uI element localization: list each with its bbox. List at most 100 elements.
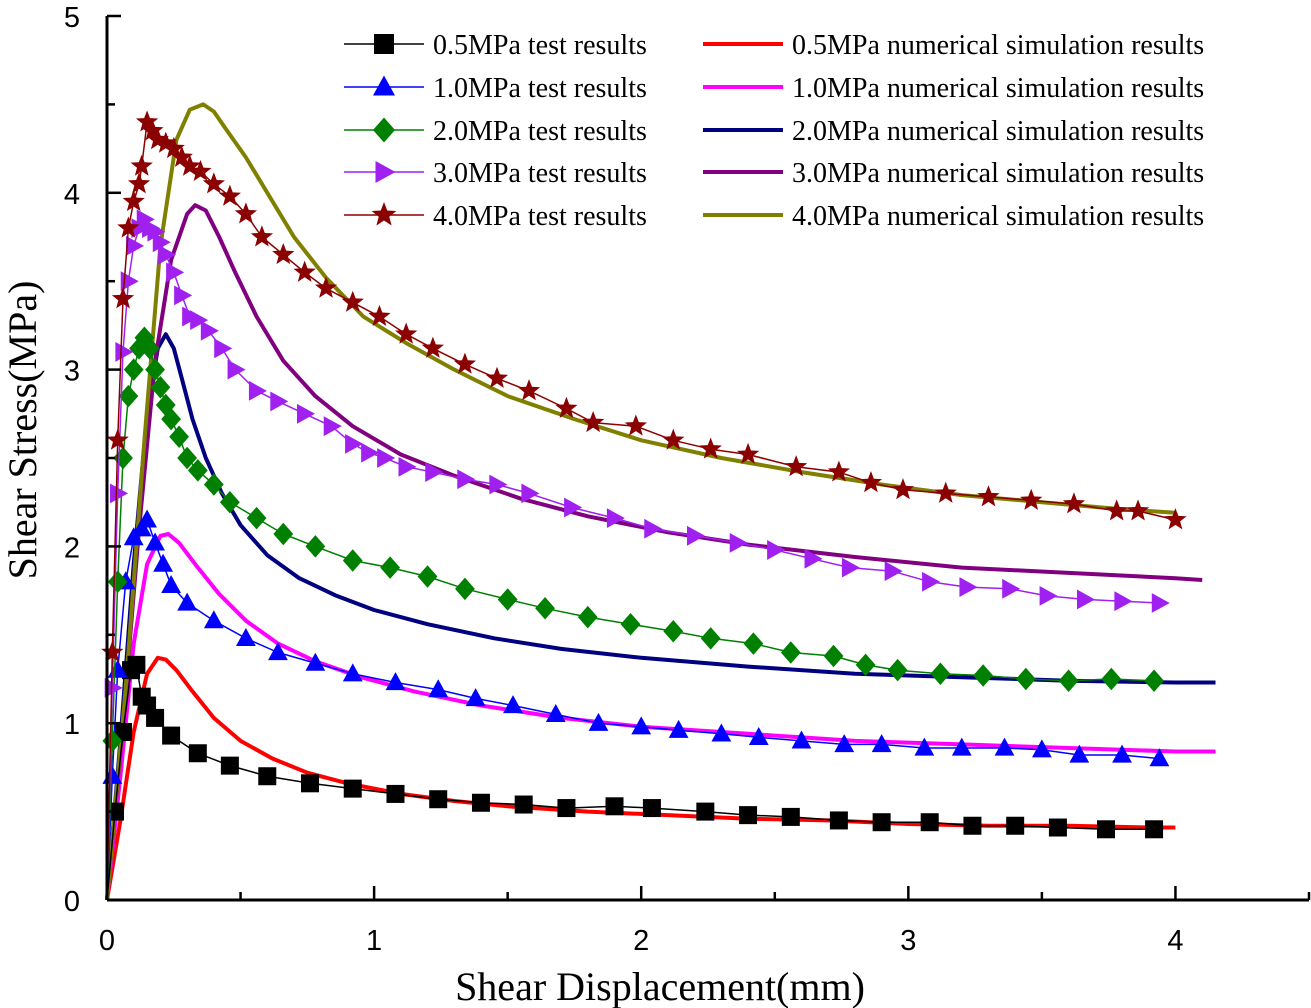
series-3-point <box>203 610 224 629</box>
series-1-point <box>739 806 758 825</box>
series-5-point <box>123 358 144 381</box>
series-3-point <box>305 652 326 671</box>
legend-label: 2.0MPa test results <box>433 116 647 147</box>
series-5-point <box>930 662 951 685</box>
series-9-point <box>934 481 957 503</box>
series-5-point <box>219 490 240 514</box>
series-1-point <box>258 767 277 786</box>
series-9-point <box>202 172 225 194</box>
series-7-point <box>767 540 786 560</box>
axis-ticks: 0 1 2 3 4 0 1 2 3 4 5 <box>64 2 1311 957</box>
legend-label: 4.0MPa numerical simulation results <box>792 201 1204 232</box>
series-9-point <box>178 154 201 176</box>
legend-item-4: 1.0MPa numerical simulation results <box>703 73 1204 104</box>
legend-item-8: 3.0MPa numerical simulation results <box>703 158 1204 189</box>
series-9-point <box>272 242 295 265</box>
series-3-point <box>503 695 523 714</box>
x-tick-label: 0 <box>99 925 115 957</box>
series-7-point <box>323 416 342 437</box>
series-7-point <box>147 221 166 242</box>
series-9-point <box>485 366 509 388</box>
series-9-point <box>341 290 364 312</box>
series-5-point <box>663 620 684 643</box>
series-5-point <box>113 446 133 470</box>
legend-item-3: 1.0MPa test results <box>344 73 647 104</box>
series-3-point <box>385 672 406 691</box>
series-5-point <box>118 384 139 408</box>
series-3-point <box>137 509 157 528</box>
legend-label: 0.5MPa test results <box>433 30 647 61</box>
series-3-point <box>342 663 363 682</box>
x-axis-title: Shear Displacement(mm) <box>455 964 865 1008</box>
series-1-point <box>301 774 320 793</box>
series-7-point <box>959 577 978 597</box>
series-7-point <box>104 677 123 698</box>
x-tick-label: 1 <box>366 925 382 957</box>
series-5-point <box>1058 669 1079 693</box>
series-7-point <box>1151 593 1170 613</box>
series-9-point <box>314 276 338 298</box>
legend-label: 1.0MPa numerical simulation results <box>792 73 1204 104</box>
series-5-point <box>780 641 801 664</box>
legend-item-2: 0.5MPa numerical simulation results <box>703 30 1204 61</box>
series-5-point <box>743 632 764 655</box>
legend-item-7: 3.0MPa test results <box>344 158 647 189</box>
series-7-point <box>1039 586 1058 606</box>
series-5-point <box>273 522 294 546</box>
series-5-point <box>342 549 363 572</box>
series-3-point <box>1112 744 1132 763</box>
plot-frame <box>105 16 1309 902</box>
series-9-point <box>1164 508 1187 530</box>
series-9-point <box>135 110 159 132</box>
series-7-point <box>361 442 380 463</box>
series-7-point <box>686 525 705 546</box>
series-7-point <box>841 557 860 578</box>
series-7-point <box>1114 591 1133 612</box>
series-9-point <box>122 189 145 212</box>
series-3-point <box>994 737 1015 756</box>
legend-item-6: 2.0MPa numerical simulation results <box>703 116 1204 147</box>
series-9-point <box>117 216 140 238</box>
series-3-point <box>748 726 769 745</box>
series-5-point <box>855 653 876 677</box>
series-9-point <box>891 478 915 500</box>
series-7-point <box>377 448 396 468</box>
y-tick-label: 2 <box>64 532 80 564</box>
series-9-point <box>736 442 760 464</box>
series-3-point <box>177 592 198 611</box>
series-3-point <box>871 734 892 753</box>
series-1-point <box>386 784 405 803</box>
x-tick-label: 3 <box>900 925 916 957</box>
series-1-point <box>162 726 181 745</box>
series-1-point <box>1096 820 1115 839</box>
legend-swatch-marker <box>371 202 397 226</box>
series-5-point <box>107 570 128 594</box>
series-3-point <box>791 730 812 749</box>
series-7-point <box>922 571 941 592</box>
series-7-point <box>489 474 508 495</box>
legend-label: 1.0MPa test results <box>433 73 647 104</box>
series-7-point <box>297 403 316 424</box>
legend-item-10: 4.0MPa numerical simulation results <box>703 201 1204 232</box>
series-3-point <box>1149 748 1170 767</box>
series-9-point <box>218 184 241 206</box>
series-9-point <box>234 202 258 224</box>
series-7-point <box>174 285 193 306</box>
series-1-point <box>343 779 362 798</box>
series-7-point <box>227 359 246 380</box>
series-7-point <box>804 548 823 569</box>
plot-series <box>101 102 1216 901</box>
series-1-point <box>127 655 146 674</box>
series-1-point <box>920 813 939 832</box>
series-5-point <box>177 446 198 470</box>
series-5-point <box>497 588 518 611</box>
series-7-point <box>166 262 185 283</box>
series-1-point <box>963 816 982 835</box>
series-3-point <box>268 642 288 661</box>
series-9-point <box>785 455 808 477</box>
legend: 0.5MPa test results 0.5MPa numerical simu… <box>344 30 1204 232</box>
series-9-point <box>101 640 124 662</box>
series-3-point <box>465 688 486 707</box>
series-1-point <box>642 799 661 818</box>
series-8 <box>105 203 1203 901</box>
